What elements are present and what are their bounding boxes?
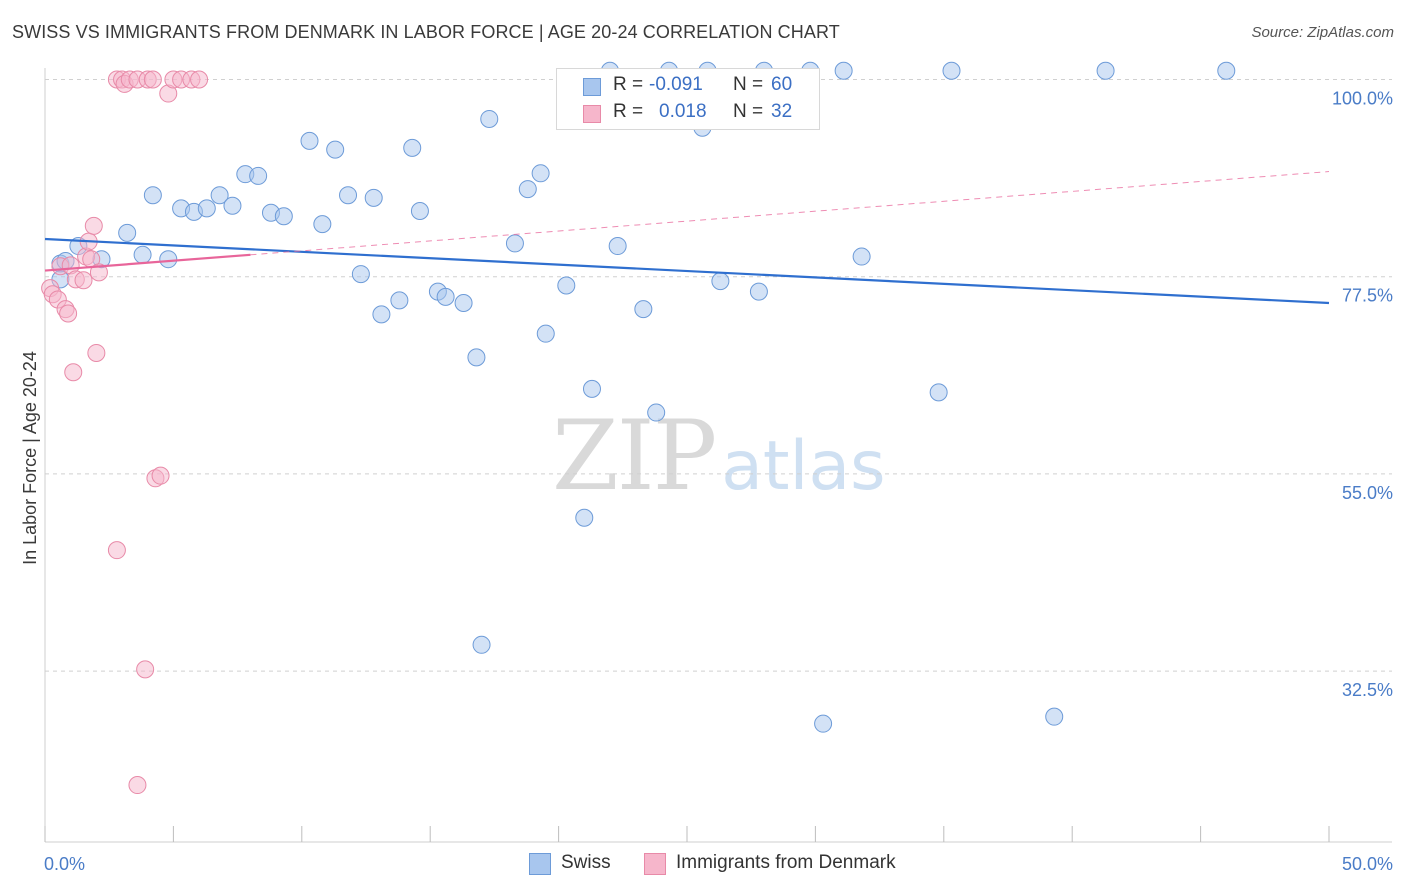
swiss-point: [197, 199, 216, 218]
y-tick-label: 55.0%: [1342, 483, 1393, 503]
legend-r-value-denmark: 0.018: [659, 101, 707, 122]
y-tick-label: 100.0%: [1332, 89, 1393, 109]
swiss-point: [210, 186, 229, 205]
swiss-point: [364, 188, 383, 207]
swiss-point: [339, 186, 358, 205]
bottom-legend-label-denmark: Immigrants from Denmark: [676, 852, 896, 873]
swiss-point: [159, 250, 178, 269]
swiss-point: [634, 300, 653, 319]
swiss-point: [834, 61, 853, 80]
swiss-point: [351, 265, 370, 284]
legend-n-value-denmark: 32: [771, 101, 793, 122]
axes: [44, 68, 1392, 843]
swiss-point: [749, 282, 768, 301]
swiss-point: [575, 508, 594, 527]
source-credit: Source: ZipAtlas.com: [1251, 24, 1394, 41]
legend-n-label: N =: [733, 74, 764, 95]
x-tick-label-max: 50.0%: [1342, 854, 1393, 874]
trendlines: [44, 171, 1330, 305]
denmark-point: [190, 70, 209, 89]
swiss-point: [133, 245, 152, 264]
denmark-point: [84, 216, 103, 235]
swiss-point: [1217, 61, 1236, 80]
swiss-point: [274, 207, 293, 226]
swiss-point: [480, 109, 499, 128]
swiss-point: [852, 247, 871, 266]
denmark-point: [74, 271, 93, 290]
denmark-point: [64, 363, 83, 382]
swiss-point: [711, 272, 730, 291]
swiss-point: [929, 383, 948, 402]
tick-labels: 32.5% 55.0% 77.5% 100.0% 0.0% 50.0%: [44, 89, 1393, 874]
swiss-trendline: [44, 237, 1330, 305]
watermark-atlas: atlas: [721, 427, 886, 506]
swiss-point: [472, 635, 491, 654]
legend-r-label: R =: [613, 101, 644, 122]
swiss-point: [143, 186, 162, 205]
swiss-point: [223, 196, 242, 215]
swiss-point: [390, 291, 409, 310]
swiss-point: [1096, 61, 1115, 80]
legend-swatch-swiss: [583, 78, 601, 96]
y-tick-label: 77.5%: [1342, 286, 1393, 306]
y-axis-title: In Labor Force | Age 20-24: [20, 351, 40, 565]
denmark-point: [128, 776, 147, 795]
swiss-point: [372, 305, 391, 324]
swiss-point: [326, 140, 345, 159]
swiss-point: [557, 276, 576, 295]
denmark-point: [87, 343, 106, 362]
swiss-point: [536, 324, 555, 343]
denmark-trendline: [44, 253, 251, 272]
swiss-point: [249, 166, 268, 185]
chart-title: SWISS VS IMMIGRANTS FROM DENMARK IN LABO…: [12, 22, 840, 42]
swiss-point: [118, 223, 137, 242]
swiss-point: [531, 164, 550, 183]
swiss-point: [814, 714, 833, 733]
x-tick-label-min: 0.0%: [44, 854, 85, 874]
y-tick-label: 32.5%: [1342, 680, 1393, 700]
swiss-point: [518, 180, 537, 199]
correlation-legend: R = -0.091 N = 60 R = 0.018 N = 32: [556, 68, 820, 130]
swiss-point: [647, 403, 666, 422]
swiss-point: [608, 237, 627, 256]
denmark-point: [151, 466, 170, 485]
legend-row-denmark: R = 0.018 N = 32: [557, 101, 819, 127]
swiss-point: [467, 348, 486, 367]
bottom-legend-swatch-denmark: [644, 853, 666, 875]
denmark-point: [107, 541, 126, 560]
legend-r-label: R =: [613, 74, 644, 95]
swiss-point: [313, 215, 332, 234]
bottom-legend-swatch-swiss: [529, 853, 551, 875]
legend-row-swiss: R = -0.091 N = 60: [557, 74, 819, 100]
swiss-point: [454, 294, 473, 313]
denmark-point: [136, 660, 155, 679]
swiss-point: [403, 138, 422, 157]
swiss-point: [436, 287, 455, 306]
swiss-point: [410, 201, 429, 220]
swiss-point: [582, 379, 601, 398]
denmark-trendline-extension: [250, 171, 1330, 256]
data-points: [41, 61, 1236, 795]
denmark-point: [59, 304, 78, 323]
legend-n-label: N =: [733, 101, 764, 122]
swiss-point: [505, 234, 524, 253]
legend-swatch-denmark: [583, 105, 601, 123]
bottom-legend-label-swiss: Swiss: [561, 852, 611, 873]
legend-n-value-swiss: 60: [771, 74, 793, 95]
watermark-zip: ZIP: [552, 400, 717, 512]
swiss-point: [942, 61, 961, 80]
swiss-point: [300, 131, 319, 150]
swiss-point: [1045, 707, 1064, 726]
denmark-point: [143, 70, 162, 89]
watermark: ZIPatlas: [552, 400, 886, 512]
denmark-point: [89, 263, 108, 282]
legend-r-value-swiss: -0.091: [649, 74, 703, 95]
